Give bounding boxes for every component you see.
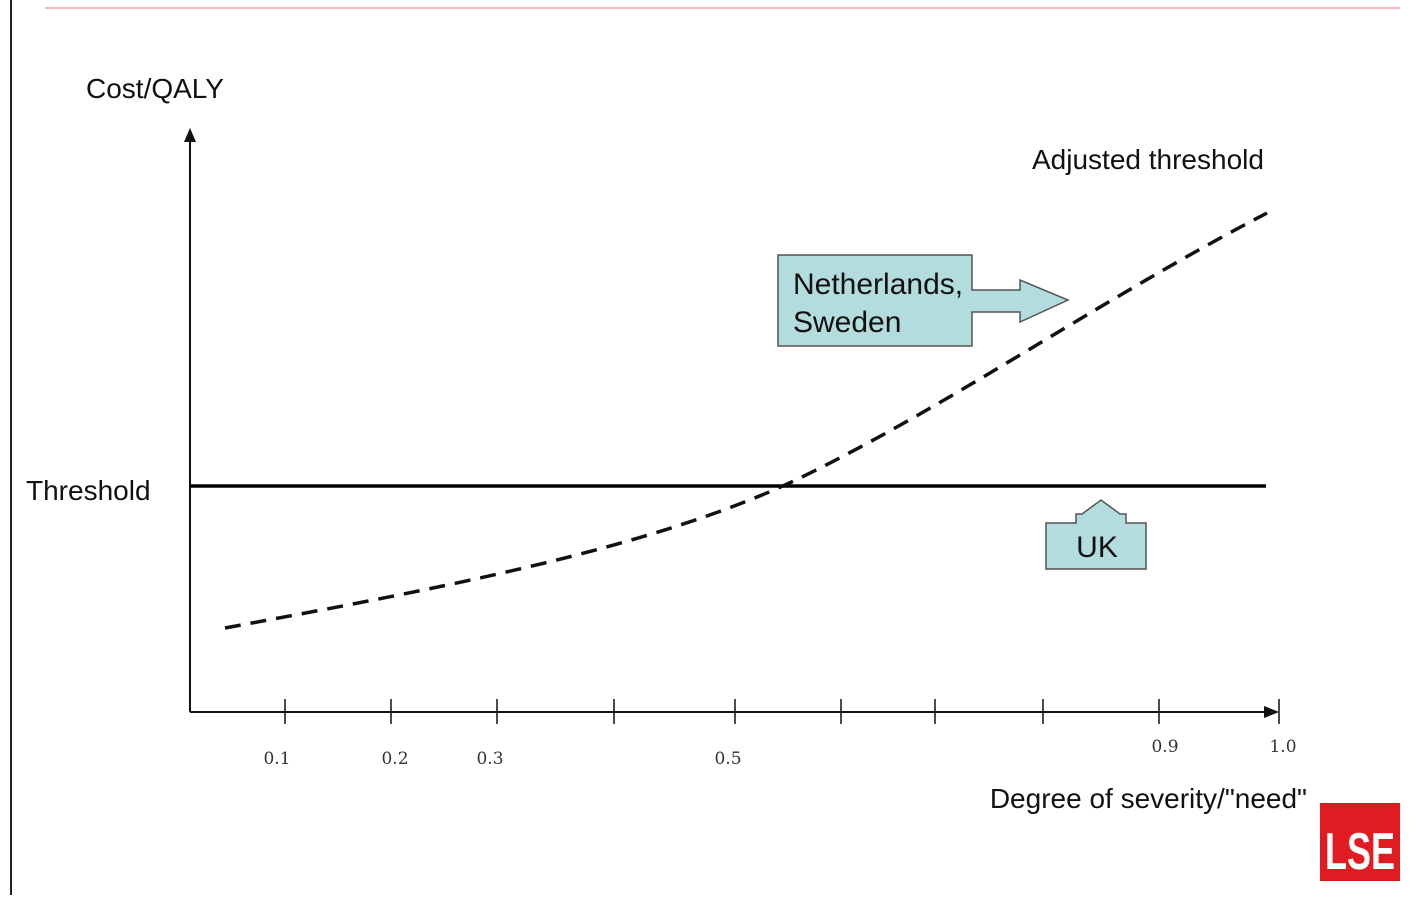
x-axis-ticks [284, 699, 1280, 724]
tick-label-0-1: 0.1 [263, 749, 290, 769]
right-arrow-callout-shape [777, 254, 1070, 347]
lse-logo-badge [1320, 803, 1400, 881]
adjusted-threshold-label: Adjusted threshold [1032, 144, 1264, 175]
netherlands-sweden-callout: Netherlands, Sweden [777, 254, 1070, 347]
up-arrow-callout-shape [1045, 499, 1147, 570]
tick-label-0-3: 0.3 [476, 749, 503, 769]
threshold-label: Threshold [26, 475, 151, 506]
y-axis-label: Cost/QALY [86, 73, 224, 104]
callout-uk-text: UK [1076, 531, 1118, 564]
tick-label-0-2: 0.2 [381, 749, 408, 769]
x-axis-arrow-icon [1264, 706, 1279, 718]
tick-label-1-0: 1.0 [1269, 737, 1296, 757]
y-axis-arrow-icon [184, 128, 196, 142]
tick-label-0-9: 0.9 [1151, 737, 1178, 757]
callout-netherlands-text: Netherlands, [793, 268, 963, 301]
adjusted-threshold-curve [224, 211, 1268, 630]
callout-sweden-text: Sweden [793, 306, 901, 339]
lse-logo: LSE [1320, 803, 1400, 881]
tick-label-0-5: 0.5 [714, 749, 741, 769]
x-axis-label: Degree of severity/"need" [990, 783, 1307, 814]
lse-logo-text: LSE [1325, 823, 1395, 881]
uk-callout: UK [1045, 499, 1147, 570]
